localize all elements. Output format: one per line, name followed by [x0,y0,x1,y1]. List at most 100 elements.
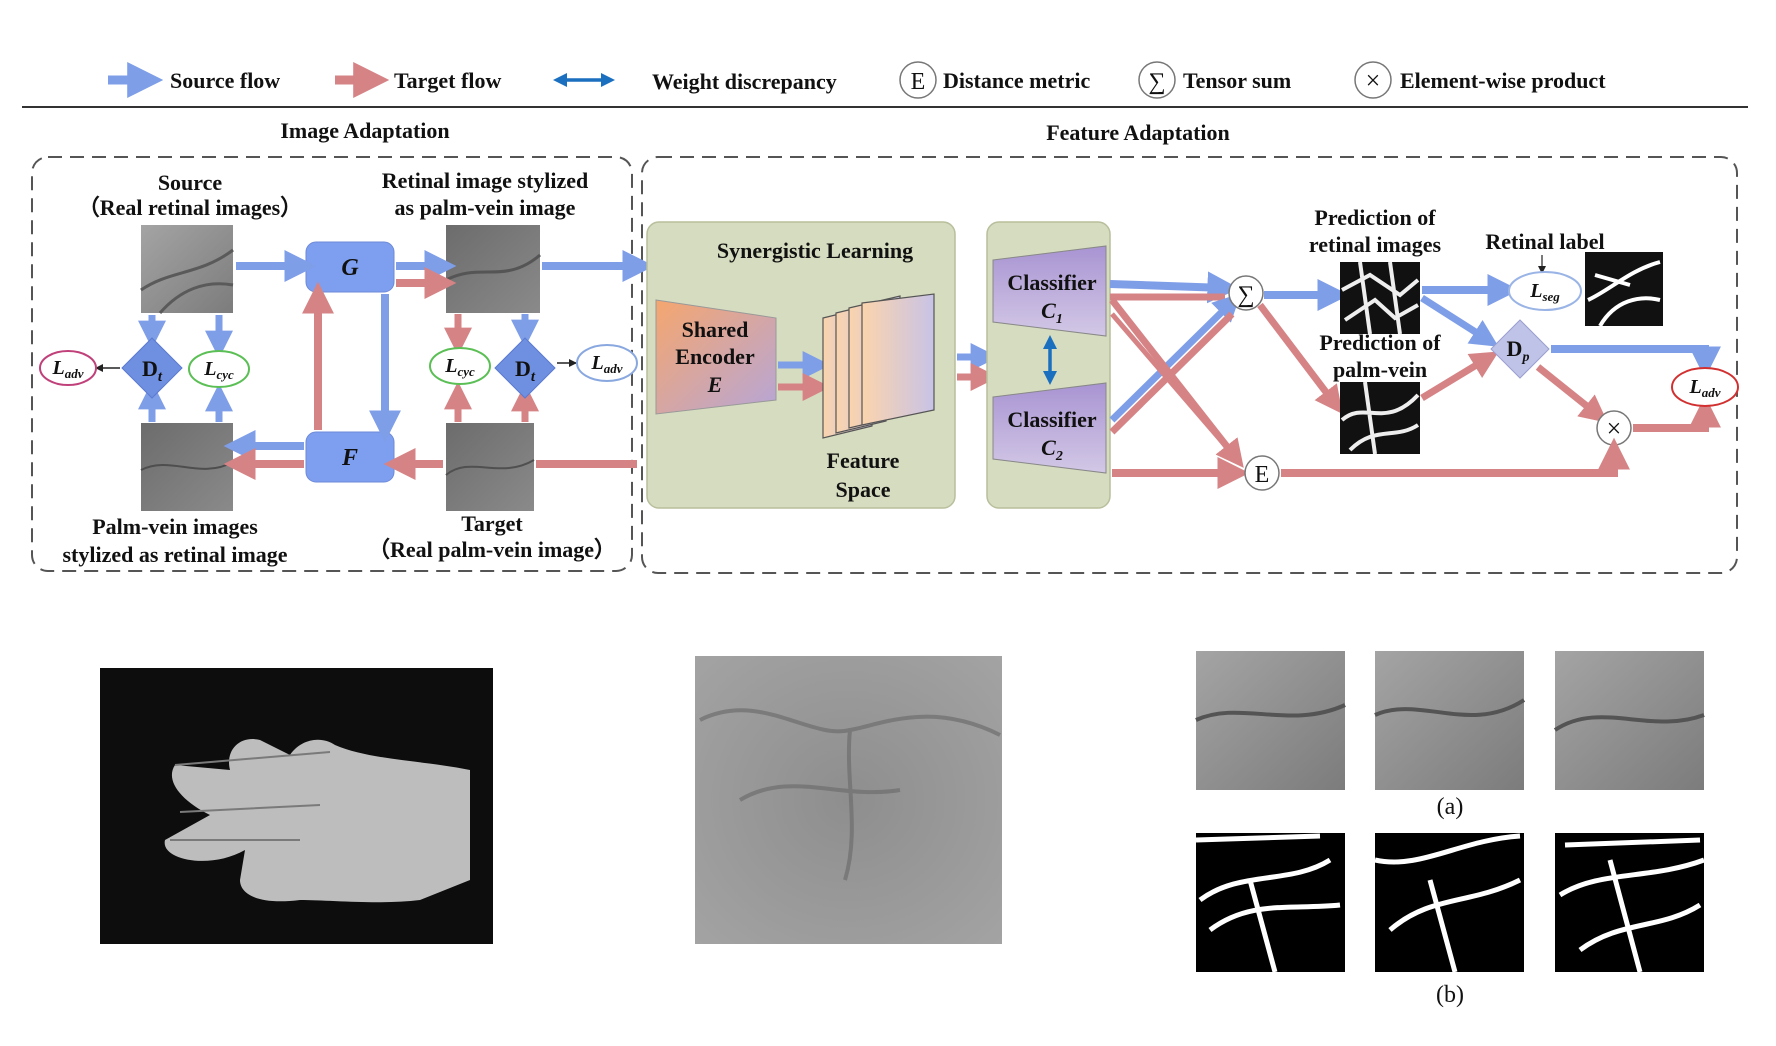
tensor-sum-symbol: ∑ [1148,69,1165,95]
source-label: Source [158,170,223,195]
panel-a-image-1 [1196,651,1345,790]
caption-b: (b) [1436,982,1464,1008]
classifier-2 [992,382,1107,474]
source-retinal-image [141,225,233,313]
legend-tensor-sum: Tensor sum [1183,68,1291,93]
svg-text:Dt: Dt [515,356,536,385]
palm-stylized-label: Palm-vein images [92,514,258,539]
svg-text:Ladv: Ladv [591,352,623,376]
svg-text:Lcyc: Lcyc [203,358,234,382]
loss-cyc-source [188,350,250,388]
encoder-label-line3: E [707,372,723,397]
shared-encoder [655,299,777,415]
legend-distance-metric: Distance metric [943,68,1090,93]
classifier-1 [992,245,1107,337]
encoder-label-line1: Shared [682,317,749,342]
distance-metric-node [1244,455,1280,491]
discriminator-target-main: D [515,356,531,381]
feature-space [822,293,935,439]
discriminator-p [1490,319,1550,379]
loss-adv-source-sub: adv [65,366,84,381]
discriminator-p-main: D [1507,336,1523,361]
loss-adv-source-main: L [52,357,65,379]
discriminator-source [121,337,183,399]
loss-cyc-target-sub: cyc [457,364,475,379]
svg-text:Lseg: Lseg [1529,280,1560,304]
stylized-retinal-label: Retinal image stylized [382,168,589,193]
loss-cyc-target-main: L [444,355,457,377]
panel-b-mask-3 [1555,833,1704,972]
caption-a: (a) [1437,794,1464,820]
discriminator-target-sub: t [531,369,536,385]
feature-space-label-line2: Space [836,477,891,502]
distance-metric-icon [899,61,937,99]
discriminator-p-sub: p [1521,350,1529,365]
palm-stylized-sublabel: stylized as retinal image [62,542,287,567]
loss-adv-target-main: L [591,352,604,374]
classifier-1-label: Classifier [1007,270,1096,295]
svg-text:C1: C1 [1041,298,1063,327]
target-label: Target [461,511,523,536]
retinal-label-title: Retinal label [1485,229,1604,254]
classifier-2-main: C [1041,435,1056,460]
legend-weight-discrepancy: Weight discrepancy [652,69,837,94]
svg-text:Dp: Dp [1507,336,1530,365]
loss-adv-feature [1671,367,1739,407]
element-product-node-symbol: × [1607,414,1622,443]
synergistic-learning-title: Synergistic Learning [717,238,913,263]
element-product-symbol: × [1366,66,1381,95]
legend: Source flow Target flow Weight discrepan… [108,61,1606,99]
generator-g-label: G [341,255,359,281]
legend-source-flow: Source flow [170,68,280,93]
loss-adv-target [576,344,638,382]
loss-seg-main: L [1529,280,1542,302]
palm-vein-closeup [695,656,1002,944]
source-sublabel: （Real retinal images） [78,195,302,220]
pred-retinal-label-line1: Prediction of [1314,205,1436,230]
loss-seg [1508,271,1582,311]
panel-a-image-2 [1375,651,1524,790]
feature-adaptation-title: Feature Adaptation [1046,120,1230,145]
feature-adaptation: Synergistic Learning Shared Encoder E Fe… [646,205,1739,509]
discriminator-source-main: D [142,356,158,381]
target-sublabel: （Real palm-vein image） [368,537,616,562]
encoder-label-line2: Encoder [675,344,755,369]
feature-adaptation-frame [641,156,1738,574]
loss-adv-feature-main: L [1689,376,1702,398]
pred-retinal-image [1340,262,1420,334]
distance-metric-node-symbol: E [1255,462,1270,488]
element-product-icon [1354,61,1392,99]
svg-text:Dt: Dt [142,356,163,385]
discriminator-target [494,337,556,399]
loss-adv-feature-sub: adv [1702,385,1721,400]
loss-cyc-source-sub: cyc [216,367,234,382]
loss-cyc-target [429,347,491,385]
svg-text:Ladv: Ladv [52,357,84,381]
classifier-2-sub: 2 [1055,449,1063,464]
generator-f-label: F [341,445,358,471]
tensor-sum-icon [1138,61,1176,99]
image-adaptation: Source （Real retinal images） Retinal ima… [39,168,655,567]
pred-palm-label-line2: palm-vein [1333,357,1427,382]
feature-space-label-line1: Feature [827,448,900,473]
loss-cyc-source-main: L [203,358,216,380]
distance-metric-symbol: E [911,69,926,95]
pred-palm-image [1340,382,1420,454]
svg-text:Lcyc: Lcyc [444,355,475,379]
classifier-2-label: Classifier [1007,407,1096,432]
stylized-retinal-sublabel: as palm-vein image [395,195,576,220]
loss-seg-sub: seg [1541,289,1560,304]
svg-text:C2: C2 [1041,435,1063,464]
image-adaptation-title: Image Adaptation [280,118,449,143]
classifier-1-sub: 1 [1056,312,1063,327]
legend-target-flow: Target flow [394,68,501,93]
svg-text:Ladv: Ladv [1689,376,1721,400]
pred-palm-label-line1: Prediction of [1319,330,1441,355]
tensor-sum-node-symbol: ∑ [1237,282,1254,308]
pred-retinal-label-line2: retinal images [1309,232,1442,257]
legend-element-product: Element-wise product [1400,68,1606,93]
bottom-panels: (a) (b) [100,651,1705,1008]
tensor-sum-node [1228,275,1264,311]
stylized-retinal-image [446,225,540,313]
